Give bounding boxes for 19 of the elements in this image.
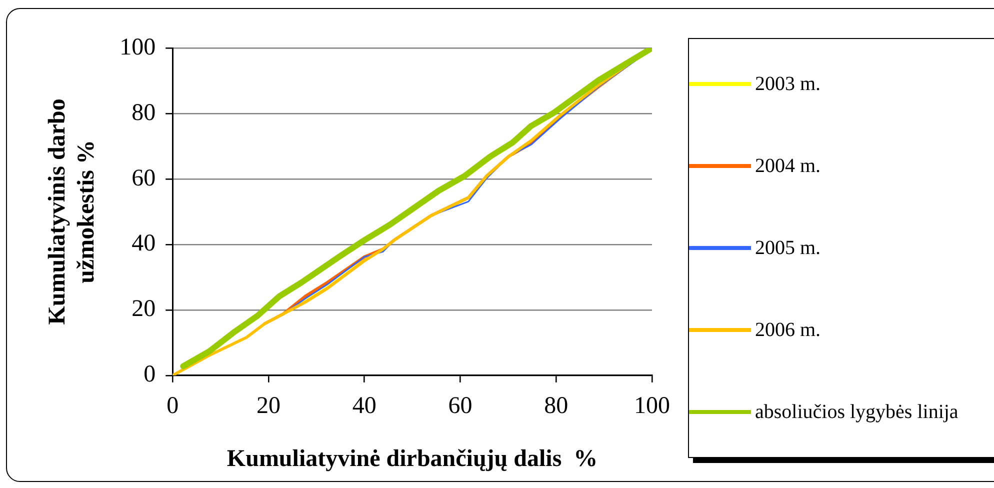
x-axis-title: Kumuliatyvinė dirbančiųjų dalis % (226, 446, 598, 472)
y-tick-label: 60 (132, 165, 156, 192)
x-tick-label: 60 (448, 393, 472, 420)
y-axis-title: Kumuliatyvinis darbo užmokestis % (44, 98, 100, 325)
legend-label: 2004 m. (755, 154, 822, 178)
x-tick-label: 20 (256, 393, 280, 420)
x-tick-label: 80 (544, 393, 568, 420)
legend-label: 2006 m. (755, 318, 822, 342)
y-tick-label: 80 (132, 100, 156, 126)
y-tick-label: 100 (120, 34, 156, 60)
legend-label: 2003 m. (755, 72, 822, 96)
legend-label: absoliučios lygybės linija (755, 400, 960, 424)
x-tick-label: 40 (352, 393, 376, 420)
x-tick-label: 0 (166, 393, 179, 420)
y-tick-label: 40 (132, 230, 156, 257)
y-tick-label: 0 (144, 362, 156, 388)
x-tick-label: 100 (634, 393, 670, 420)
y-tick-label: 20 (132, 296, 156, 322)
legend-label: 2005 m. (755, 236, 822, 260)
